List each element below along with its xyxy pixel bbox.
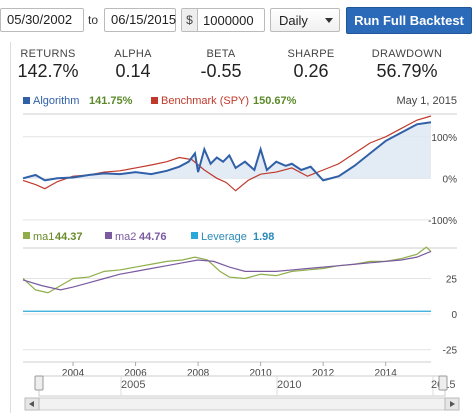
moving-average-chart: 25 0 -25 2004 2006 2008 2010 2012 2014 (22, 246, 458, 379)
stat-label: SHARPE (287, 48, 335, 60)
chart-date-label: May 1, 2015 (396, 95, 457, 107)
currency-symbol: $ (182, 9, 198, 31)
y-tick-label: 25 (446, 274, 458, 285)
stat-sharpe: SHARPE 0.26 (279, 48, 343, 82)
stats-row: RETURNS 142.7% ALPHA 0.14 BETA -0.55 SHA… (11, 42, 474, 88)
stat-alpha: ALPHA 0.14 (103, 48, 163, 82)
capital-input[interactable]: $ 1000000 (181, 8, 265, 32)
ma1-line (22, 246, 432, 294)
navigator-label: 2010 (277, 379, 301, 391)
x-tick-label: 2006 (124, 368, 147, 379)
y-tick-label: 0% (443, 174, 458, 185)
benchmark-legend-value: 150.67% (253, 95, 297, 107)
returns-chart: 100% 0% -100% (22, 115, 458, 227)
chevron-left-icon (29, 401, 34, 407)
y-tick-label: 0 (451, 310, 457, 321)
navigator-right-handle[interactable] (438, 375, 448, 391)
leverage-legend-label: Leverage (201, 231, 247, 243)
stat-drawdown: DRAWDOWN 56.79% (365, 48, 449, 82)
results-panel: RETURNS 142.7% ALPHA 0.14 BETA -0.55 SHA… (10, 42, 474, 413)
stat-value: -0.55 (200, 61, 242, 81)
navigator-left-handle[interactable] (34, 375, 44, 391)
chevron-down-icon (325, 18, 333, 23)
benchmark-legend-label: Benchmark (SPY) (161, 95, 249, 107)
backtest-charts: Algorithm 141.75% Benchmark (SPY) 150.67… (22, 95, 460, 411)
leverage-legend-value: 1.98 (253, 231, 274, 243)
chart2-legend: ma1 44.37 ma2 44.76 Leverage 1.98 (23, 231, 274, 243)
backtest-toolbar: 05/30/2002 to 06/15/2015 $ 1000000 Daily… (0, 0, 474, 40)
frequency-value: Daily (279, 13, 308, 28)
end-date-input[interactable]: 06/15/2015 (104, 8, 176, 32)
y-tick-label: -25 (443, 346, 458, 357)
algorithm-legend-value: 141.75% (89, 95, 133, 107)
ma1-legend-value: 44.37 (55, 231, 83, 243)
capital-value: 1000000 (203, 13, 254, 28)
ma2-line (22, 250, 432, 291)
stat-label: BETA (206, 48, 236, 60)
x-tick-label: 2010 (249, 368, 272, 379)
ma1-legend-swatch (23, 232, 30, 239)
x-tick-label: 2004 (62, 368, 85, 379)
ma2-legend-swatch (105, 232, 112, 239)
stat-value: 0.14 (115, 61, 151, 81)
range-navigator[interactable]: 2005 2010 2015 (24, 375, 460, 411)
y-tick-label: 100% (431, 133, 457, 144)
ma2-legend-value: 44.76 (139, 231, 167, 243)
chart1-legend: Algorithm 141.75% Benchmark (SPY) 150.67… (23, 95, 457, 107)
stat-label: ALPHA (114, 48, 152, 60)
chevron-right-icon (450, 401, 455, 407)
algorithm-legend-swatch (23, 97, 30, 104)
stat-value: 56.79% (376, 61, 438, 81)
x-tick-label: 2014 (375, 368, 398, 379)
stat-label: RETURNS (20, 48, 76, 60)
x-tick-label: 2008 (187, 368, 210, 379)
y-tick-label: -100% (428, 216, 457, 227)
navigator-scrollbar[interactable] (38, 397, 446, 411)
frequency-select[interactable]: Daily (270, 8, 340, 32)
algorithm-line (22, 121, 432, 182)
stat-returns: RETURNS 142.7% (11, 48, 85, 82)
ma1-legend-label: ma1 (33, 231, 54, 243)
navigator-frame (38, 375, 446, 397)
algorithm-area (23, 122, 431, 181)
stat-label: DRAWDOWN (371, 48, 443, 60)
leverage-legend-swatch (191, 232, 198, 239)
x-tick-label: 2012 (312, 368, 335, 379)
to-label: to (88, 13, 99, 27)
start-date-input[interactable]: 05/30/2002 (0, 8, 84, 32)
algorithm-legend-label: Algorithm (33, 95, 79, 107)
run-full-backtest-button[interactable]: Run Full Backtest (346, 7, 472, 34)
navigator-label: 2005 (121, 379, 145, 391)
ma2-legend-label: ma2 (115, 231, 136, 243)
stat-value: 142.7% (17, 61, 79, 81)
benchmark-legend-swatch (151, 97, 158, 104)
stat-value: 0.26 (293, 61, 329, 81)
stat-beta: BETA -0.55 (191, 48, 251, 82)
